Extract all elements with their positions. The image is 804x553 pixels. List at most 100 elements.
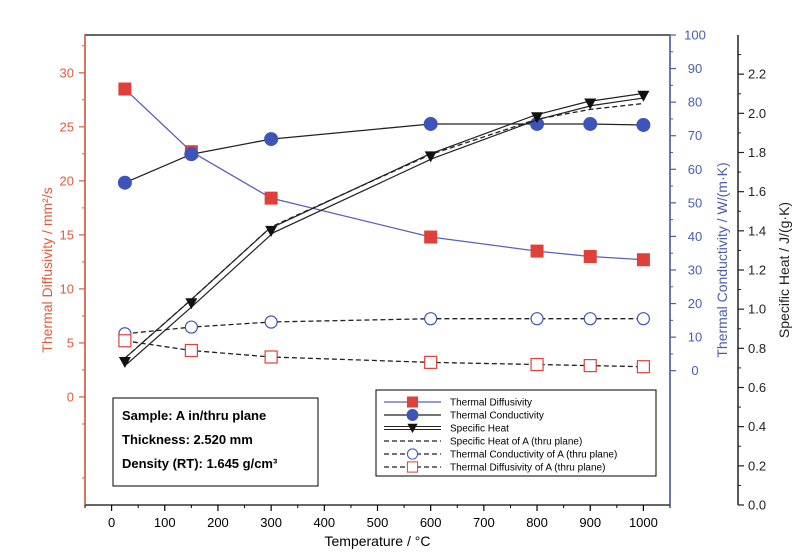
right-axis-1-tick-label: 10	[688, 330, 702, 345]
data-point	[264, 132, 279, 147]
data-point	[424, 230, 438, 244]
legend-marker	[406, 396, 419, 408]
data-point	[424, 355, 438, 369]
legend-marker	[406, 461, 419, 473]
data-point	[185, 298, 198, 310]
series-0	[118, 82, 650, 267]
right-axis-2-tick-label: 1.6	[748, 184, 766, 199]
legend-box	[375, 389, 657, 477]
data-point	[117, 175, 132, 190]
data-point	[583, 359, 597, 373]
series-line	[124, 123, 644, 184]
data-point	[118, 334, 132, 348]
x-axis-tick-label: 500	[367, 515, 389, 530]
data-point	[530, 357, 544, 372]
legend-label: Specific Heat	[450, 424, 509, 435]
right-axis-1-tick-label: 40	[688, 229, 702, 244]
right-axis-1-tick-label: 20	[688, 296, 702, 311]
right-axis-2-tick-label: 0.6	[748, 380, 766, 395]
left-axis-tick-label: 20	[60, 173, 74, 188]
sample-info-line: Sample: A in/thru plane	[122, 408, 266, 423]
data-point	[584, 98, 597, 110]
right-axis-1-tick-label: 80	[688, 95, 702, 110]
x-axis-tick-label: 100	[154, 515, 176, 530]
sample-info-layer: Sample: A in/thru plane Thickness: 2.520 …	[112, 397, 319, 487]
data-point	[636, 312, 651, 326]
x-axis-tick-label: 200	[207, 515, 229, 530]
legend-marker	[407, 423, 418, 434]
series-4	[118, 312, 651, 341]
x-axis-tick-label: 400	[313, 515, 335, 530]
data-point	[424, 312, 438, 326]
x-axis-tick-label: 1000	[629, 515, 658, 530]
data-point	[636, 253, 650, 267]
legend-marker	[406, 448, 419, 460]
data-point	[184, 320, 198, 334]
right-axis-2-tick-label: 0.8	[748, 341, 766, 356]
right-axis-2-tick-label: 0.2	[748, 458, 766, 473]
data-point	[265, 225, 278, 237]
legend-label: Thermal Diffusivity of A (thru plane)	[450, 463, 605, 474]
right-axis-2-tick-label: 2.0	[748, 106, 766, 121]
legend-label: Thermal Conductivity of A (thru plane)	[450, 450, 617, 461]
series-line	[124, 318, 644, 335]
legend-entry: Specific Heat of A (thru plane)	[384, 437, 582, 448]
x-axis-tick-label: 900	[579, 515, 601, 530]
right-axis-2-tick-label: 0.4	[748, 419, 766, 434]
left-axis-tick-label: 25	[60, 119, 74, 134]
data-point	[184, 147, 199, 162]
series-line	[126, 97, 646, 365]
data-point	[264, 191, 278, 205]
right-axis-2-tick-label: 1.8	[748, 145, 766, 160]
series-line	[124, 88, 644, 261]
right-axis-2-tick-label: 0.0	[748, 498, 766, 513]
legend-entry: Specific Heat	[384, 424, 509, 435]
data-point	[530, 312, 544, 326]
legend-entry: Thermal Conductivity	[384, 409, 544, 422]
x-axis-tick-label: 0	[108, 515, 115, 530]
right-axis-1-tick-label: 100	[684, 28, 706, 43]
left-axis-title: Thermal Diffusivity / mm²/s	[39, 187, 55, 352]
data-point	[636, 117, 651, 132]
series-layer	[117, 82, 651, 374]
right-axis-2-tick-label: 1.2	[748, 263, 766, 278]
legend-label: Specific Heat of A (thru plane)	[450, 437, 582, 448]
legend-entry: Thermal Diffusivity	[384, 396, 532, 409]
data-point	[636, 360, 651, 374]
left-axis-tick-label: 30	[60, 65, 74, 80]
legend-entry: Thermal Conductivity of A (thru plane)	[384, 448, 617, 461]
data-point	[583, 249, 597, 263]
x-axis-tick-label: 300	[260, 515, 282, 530]
sample-info-box	[112, 397, 319, 487]
data-point	[424, 151, 437, 163]
legend-layer: Thermal Diffusivity Thermal Conductivity S…	[375, 389, 657, 477]
data-point	[264, 315, 278, 329]
right-axis-1-tick-label: 50	[688, 195, 702, 210]
left-axis-tick-label: 15	[60, 227, 74, 242]
series-1	[117, 116, 651, 190]
series-5	[118, 334, 651, 374]
series-2	[118, 90, 650, 369]
right-axis-2-tick-label: 2.2	[748, 67, 766, 82]
x-axis-tick-label: 800	[526, 515, 548, 530]
right-axis-1-tick-label: 70	[688, 128, 702, 143]
left-axis-tick-label: 10	[60, 281, 74, 296]
x-axis-title: Temperature / °C	[325, 533, 431, 549]
data-point	[583, 312, 597, 326]
axes-layer: 0 5 10 15 20 25 30 Thermal Diffusivity / mm²/s 0…	[39, 28, 792, 550]
data-point	[583, 116, 598, 131]
data-point	[118, 82, 132, 96]
right-axis-1-tick-label: 0	[691, 363, 698, 378]
left-axis-tick-label: 5	[67, 335, 74, 350]
x-axis-tick-label: 600	[420, 515, 442, 530]
right-axis-1-tick-label: 90	[688, 61, 702, 76]
legend-label: Thermal Conductivity	[450, 411, 544, 422]
right-axis-2-tick-label: 1.4	[748, 223, 766, 238]
right-axis-2-tick-label: 1.0	[748, 302, 766, 317]
legend-entry: Thermal Diffusivity of A (thru plane)	[384, 461, 605, 474]
right-axis-1-tick-label: 60	[688, 162, 702, 177]
data-point	[531, 112, 544, 124]
data-point	[118, 357, 131, 369]
